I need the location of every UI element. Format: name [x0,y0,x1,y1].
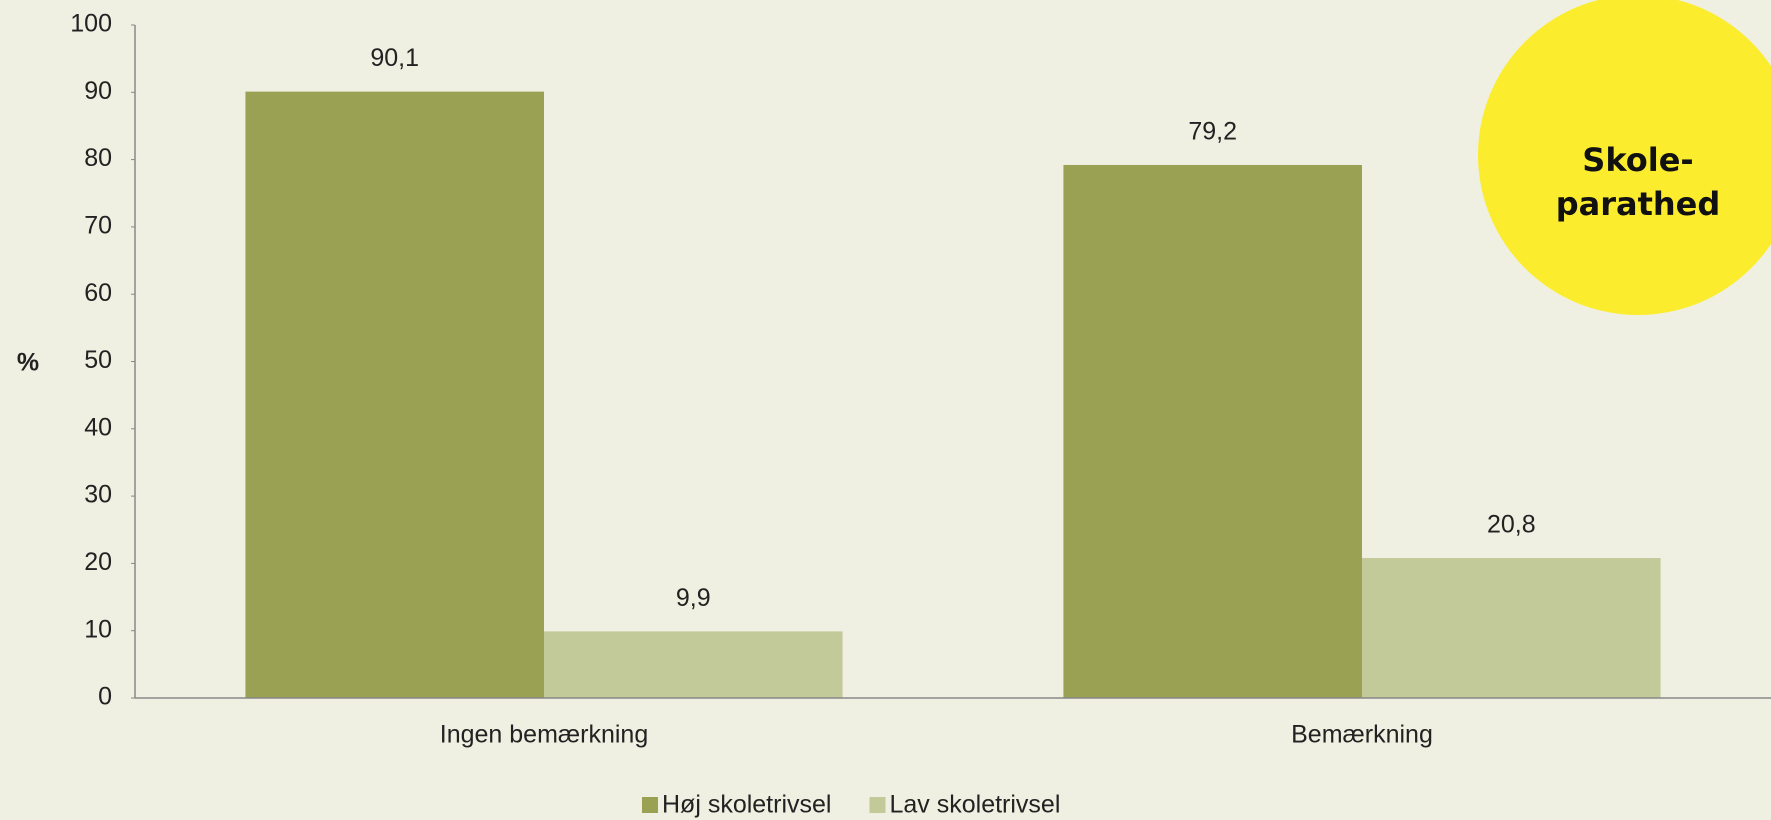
data-label: 79,2 [1188,118,1237,146]
x-tick-label: Bemærkning [1291,721,1433,749]
annotation-text: parathed [1556,185,1721,223]
data-label: 90,1 [370,44,419,72]
y-tick-label: 70 [84,212,112,240]
y-tick-label: 20 [84,548,112,576]
bar [1063,164,1362,698]
y-tick-label: 30 [84,481,112,509]
data-label: 20,8 [1487,511,1536,539]
bar [245,91,544,698]
y-tick-label: 100 [70,10,112,38]
y-tick-label: 80 [84,144,112,172]
y-axis-label: % [17,349,39,377]
annotation-circle [1478,0,1771,315]
y-tick-label: 90 [84,77,112,105]
legend-swatch [869,797,886,813]
annotation-text: Skole- [1582,141,1693,179]
legend-swatch [642,797,658,813]
y-tick-label: 40 [84,413,112,441]
legend-label: Høj skoletrivsel [662,791,831,819]
x-tick-label: Ingen bemærkning [440,721,648,749]
y-tick-label: 10 [84,615,112,643]
bar [544,631,843,698]
y-tick-label: 60 [84,279,112,307]
y-tick-label: 50 [84,346,112,374]
legend-label: Lav skoletrivsel [889,791,1060,819]
bar [1362,558,1661,698]
y-tick-label: 0 [98,683,112,711]
data-label: 9,9 [676,584,711,612]
